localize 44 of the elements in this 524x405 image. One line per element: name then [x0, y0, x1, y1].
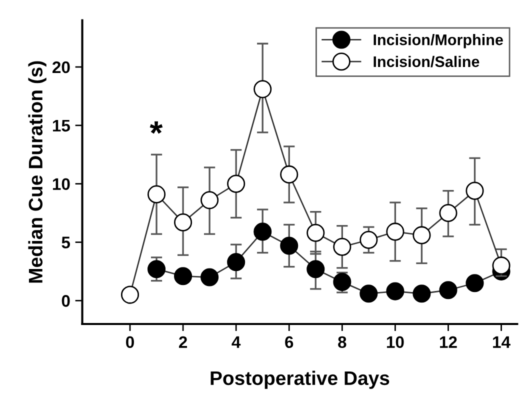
point — [386, 222, 404, 241]
point — [412, 226, 431, 244]
legend-label: Incision/Morphine — [374, 34, 503, 48]
annotation: * — [150, 121, 163, 134]
point — [360, 284, 378, 303]
y-axis-title: Median Cue Duration (s) — [28, 61, 46, 283]
x-tick-label: 6 — [285, 336, 294, 348]
point — [200, 268, 219, 286]
point — [254, 222, 272, 241]
point — [147, 185, 166, 204]
x-axis-title: Postoperative Days — [210, 370, 390, 389]
y-tick-label: 5 — [62, 236, 70, 248]
point — [200, 191, 219, 210]
point — [412, 284, 431, 303]
x-tick-label: 8 — [338, 336, 346, 348]
point — [333, 238, 352, 256]
x-tick-label: 4 — [232, 336, 241, 348]
point — [227, 253, 246, 272]
x-tick-label: 10 — [386, 336, 404, 348]
x-tick-label: 0 — [126, 336, 134, 348]
x-tick-label: 12 — [440, 336, 457, 348]
y-tick-label: 10 — [52, 178, 70, 190]
point — [280, 236, 298, 255]
point — [306, 260, 325, 278]
point — [386, 282, 404, 300]
point — [439, 281, 458, 300]
y-tick-label: 15 — [52, 120, 70, 132]
y-tick-label: 0 — [62, 295, 70, 307]
point — [227, 174, 246, 193]
point — [439, 204, 458, 222]
point — [492, 256, 510, 275]
point — [360, 230, 378, 249]
point — [466, 274, 484, 292]
x-tick-label: 14 — [493, 336, 510, 348]
point — [466, 182, 484, 200]
point — [174, 213, 192, 232]
point — [306, 224, 325, 242]
point — [147, 260, 166, 278]
y-tick-label: 20 — [52, 61, 70, 74]
point — [174, 267, 192, 286]
x-tick-label: 2 — [178, 336, 188, 348]
legend-label: Incision/Saline — [374, 56, 480, 68]
point — [280, 165, 298, 184]
point — [254, 80, 272, 98]
